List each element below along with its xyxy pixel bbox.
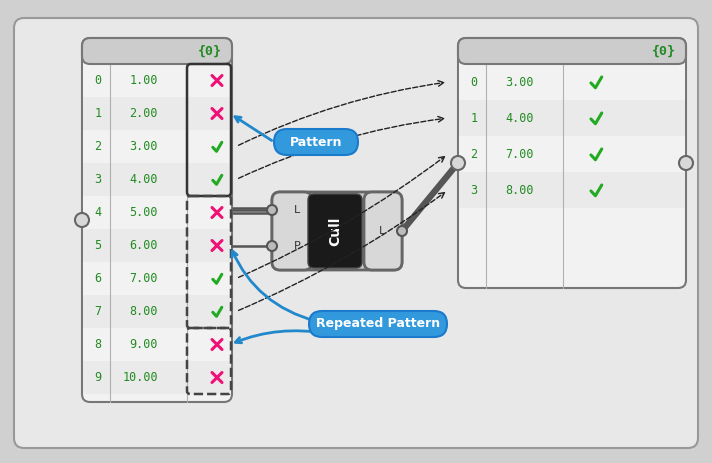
Text: 1: 1 xyxy=(471,112,478,125)
Text: 2: 2 xyxy=(95,140,102,153)
Text: 4: 4 xyxy=(95,206,102,219)
Bar xyxy=(83,64,231,97)
Text: 0: 0 xyxy=(95,74,102,87)
Circle shape xyxy=(75,213,89,227)
Text: 3: 3 xyxy=(471,183,478,196)
Text: 2.00: 2.00 xyxy=(130,107,158,120)
Text: 0: 0 xyxy=(471,75,478,88)
Text: 3.00: 3.00 xyxy=(130,140,158,153)
Text: 8.00: 8.00 xyxy=(130,305,158,318)
Text: 7.00: 7.00 xyxy=(506,148,534,161)
FancyBboxPatch shape xyxy=(272,192,402,270)
Bar xyxy=(83,130,231,163)
Bar xyxy=(83,262,231,295)
Text: 9: 9 xyxy=(95,371,102,384)
Circle shape xyxy=(267,241,277,251)
Bar xyxy=(83,229,231,262)
Text: 8.00: 8.00 xyxy=(506,183,534,196)
FancyBboxPatch shape xyxy=(308,194,362,268)
Text: Repeated Pattern: Repeated Pattern xyxy=(316,318,440,331)
Bar xyxy=(83,163,231,196)
Circle shape xyxy=(267,205,277,215)
Circle shape xyxy=(397,226,407,236)
Bar xyxy=(459,136,685,172)
FancyBboxPatch shape xyxy=(458,38,686,64)
FancyBboxPatch shape xyxy=(274,129,358,155)
FancyBboxPatch shape xyxy=(82,38,232,402)
Text: 5: 5 xyxy=(95,239,102,252)
Bar xyxy=(459,172,685,208)
Text: 9.00: 9.00 xyxy=(130,338,158,351)
FancyBboxPatch shape xyxy=(82,38,232,64)
Text: 10.00: 10.00 xyxy=(122,371,158,384)
Text: 4.00: 4.00 xyxy=(130,173,158,186)
Bar xyxy=(459,100,685,136)
Text: 2: 2 xyxy=(471,148,478,161)
Text: L: L xyxy=(379,226,385,236)
Text: 4.00: 4.00 xyxy=(506,112,534,125)
Text: 6.00: 6.00 xyxy=(130,239,158,252)
Text: {0}: {0} xyxy=(652,44,676,57)
Text: 8: 8 xyxy=(95,338,102,351)
FancyBboxPatch shape xyxy=(14,18,698,448)
Circle shape xyxy=(451,156,465,170)
FancyBboxPatch shape xyxy=(272,192,312,270)
FancyBboxPatch shape xyxy=(458,38,686,288)
Bar xyxy=(83,97,231,130)
Text: 1: 1 xyxy=(95,107,102,120)
Bar xyxy=(83,361,231,394)
Bar xyxy=(459,64,685,100)
Text: 6: 6 xyxy=(95,272,102,285)
Text: Cull: Cull xyxy=(328,216,342,246)
Text: 1.00: 1.00 xyxy=(130,74,158,87)
Text: {0}: {0} xyxy=(198,44,222,57)
Text: P: P xyxy=(293,241,300,251)
Text: Pattern: Pattern xyxy=(290,136,342,149)
Text: L: L xyxy=(294,205,300,215)
FancyBboxPatch shape xyxy=(309,311,447,337)
Text: 7.00: 7.00 xyxy=(130,272,158,285)
Bar xyxy=(83,196,231,229)
Text: 3.00: 3.00 xyxy=(506,75,534,88)
Bar xyxy=(83,295,231,328)
Bar xyxy=(83,328,231,361)
Text: 5.00: 5.00 xyxy=(130,206,158,219)
FancyBboxPatch shape xyxy=(364,192,402,270)
Text: 7: 7 xyxy=(95,305,102,318)
Circle shape xyxy=(679,156,693,170)
Text: 3: 3 xyxy=(95,173,102,186)
